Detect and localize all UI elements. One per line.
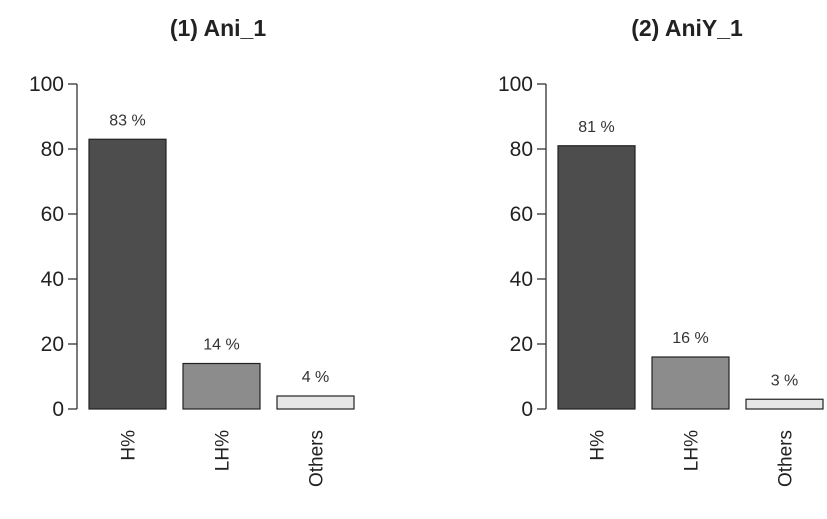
category-label: Others	[776, 430, 797, 487]
data-label: 83 %	[109, 112, 145, 129]
y-tick-label: 80	[41, 138, 64, 161]
y-tick-label: 0	[52, 398, 64, 421]
y-tick-label: 60	[41, 203, 64, 226]
bar-lh-	[651, 356, 730, 410]
bar-others	[276, 395, 355, 410]
y-tick-label: 80	[510, 138, 533, 161]
chart-title: (2) AniY_1	[631, 15, 743, 41]
chart-title: (1) Ani_1	[170, 15, 266, 41]
bar-h-	[88, 138, 167, 410]
bar-h-	[557, 145, 636, 410]
y-tick-label: 0	[521, 398, 533, 421]
y-tick-label: 100	[29, 73, 64, 96]
y-tick-label: 20	[41, 333, 64, 356]
y-tick-label: 40	[41, 268, 64, 291]
bar-others	[745, 398, 824, 410]
y-tick-label: 60	[510, 203, 533, 226]
data-label: 14 %	[203, 337, 239, 354]
category-label: H%	[119, 430, 140, 461]
bar-lh-	[182, 362, 261, 410]
y-tick-label: 100	[498, 73, 533, 96]
data-label: 4 %	[302, 369, 330, 386]
category-label: Others	[307, 430, 328, 487]
category-label: LH%	[682, 430, 703, 471]
category-label: H%	[588, 430, 609, 461]
y-tick-label: 40	[510, 268, 533, 291]
data-label: 81 %	[578, 119, 614, 136]
category-label: LH%	[213, 430, 234, 471]
data-label: 3 %	[771, 372, 799, 389]
y-tick-label: 20	[510, 333, 533, 356]
data-label: 16 %	[672, 330, 708, 347]
